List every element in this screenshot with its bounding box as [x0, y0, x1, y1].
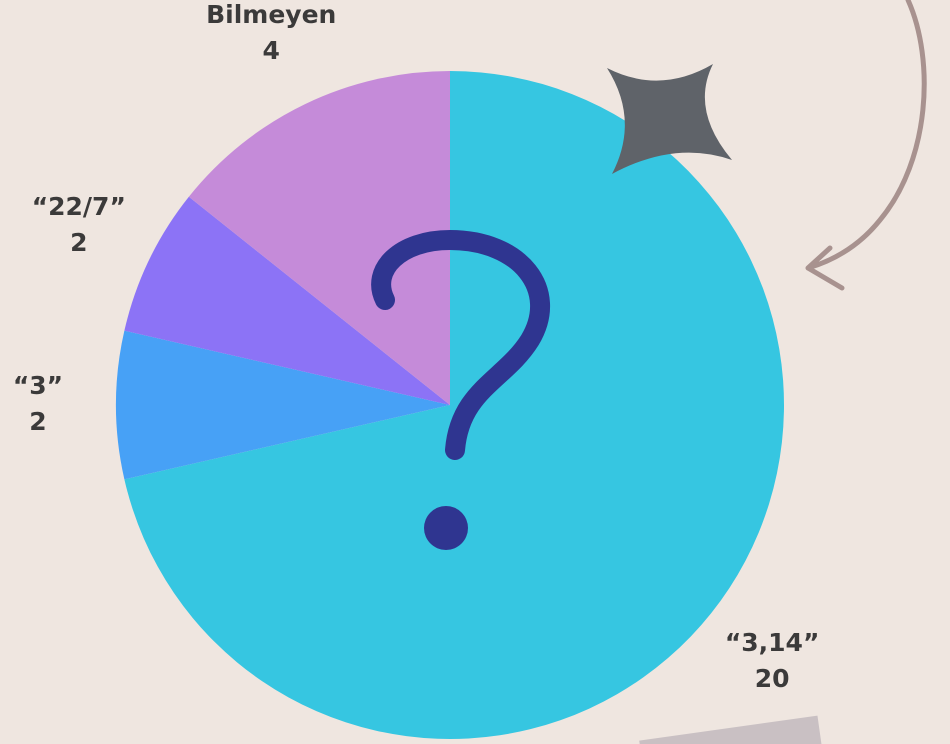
slice-value: 20 — [755, 664, 790, 693]
question-dot — [424, 506, 468, 550]
slice-value: 4 — [263, 36, 280, 65]
slice-label: “3,14” — [725, 628, 820, 657]
pie — [116, 71, 784, 739]
slice-value: 2 — [70, 228, 87, 257]
slice-label: Bilmeyen — [206, 0, 336, 29]
slice-label: “22/7” — [32, 192, 126, 221]
chart: “3,14” 20 “3” 2 “22/7” 2 Bilmeyen 4 — [0, 0, 950, 744]
slice-label: “3” — [13, 371, 63, 400]
slice-value: 2 — [29, 407, 46, 436]
